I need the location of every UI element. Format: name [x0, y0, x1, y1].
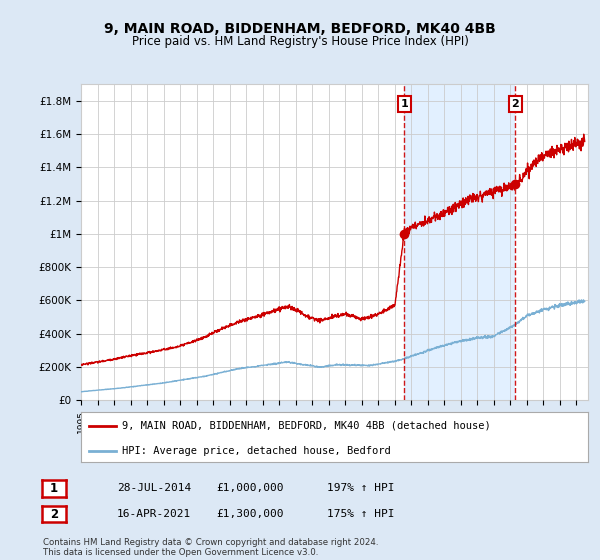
- Text: Price paid vs. HM Land Registry's House Price Index (HPI): Price paid vs. HM Land Registry's House …: [131, 35, 469, 48]
- Text: 9, MAIN ROAD, BIDDENHAM, BEDFORD, MK40 4BB (detached house): 9, MAIN ROAD, BIDDENHAM, BEDFORD, MK40 4…: [122, 421, 490, 431]
- Text: £1,300,000: £1,300,000: [216, 509, 284, 519]
- Text: 28-JUL-2014: 28-JUL-2014: [117, 483, 191, 493]
- Text: 9, MAIN ROAD, BIDDENHAM, BEDFORD, MK40 4BB: 9, MAIN ROAD, BIDDENHAM, BEDFORD, MK40 4…: [104, 22, 496, 36]
- Text: 2: 2: [50, 507, 58, 521]
- Text: 1: 1: [400, 99, 408, 109]
- Text: 16-APR-2021: 16-APR-2021: [117, 509, 191, 519]
- Bar: [404, 84, 515, 400]
- Text: HPI: Average price, detached house, Bedford: HPI: Average price, detached house, Bedf…: [122, 446, 391, 456]
- Text: 175% ↑ HPI: 175% ↑ HPI: [327, 509, 395, 519]
- Text: 197% ↑ HPI: 197% ↑ HPI: [327, 483, 395, 493]
- Text: 2: 2: [511, 99, 519, 109]
- Text: 1: 1: [50, 482, 58, 495]
- Text: Contains HM Land Registry data © Crown copyright and database right 2024.
This d: Contains HM Land Registry data © Crown c…: [43, 538, 379, 557]
- Text: £1,000,000: £1,000,000: [216, 483, 284, 493]
